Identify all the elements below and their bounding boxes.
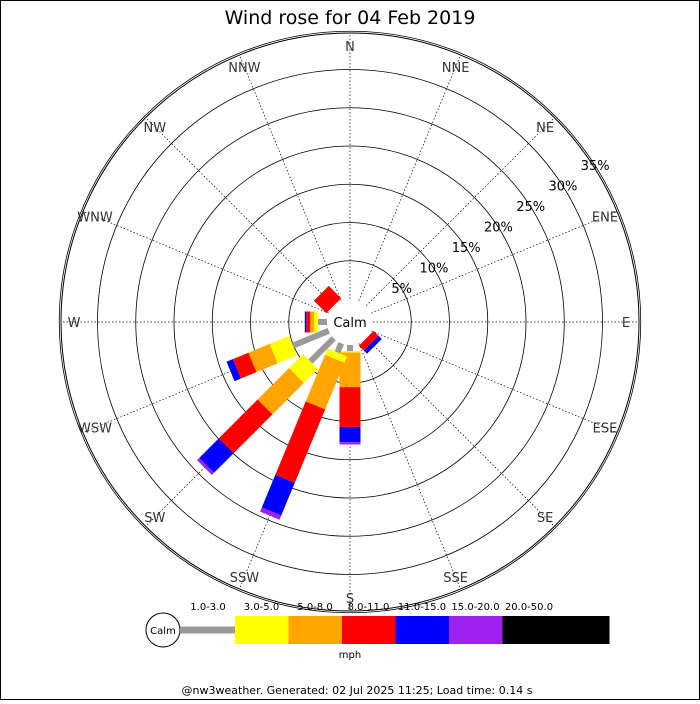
legend-swatch xyxy=(449,616,503,644)
direction-label-e: E xyxy=(622,316,630,331)
direction-label-se: SE xyxy=(537,511,553,526)
grid-circle xyxy=(58,30,642,614)
direction-label-ese: ESE xyxy=(593,422,618,437)
direction-label-nnw: NNW xyxy=(228,61,260,76)
legend-bin-label: 11.0-15.0 xyxy=(398,602,446,613)
bar-segment-se xyxy=(363,335,382,354)
direction-label-n: N xyxy=(345,40,355,55)
legend-bin-label: 8.0-11.0 xyxy=(348,602,390,613)
legend-bin-label: 5.0-8.0 xyxy=(297,602,332,613)
radial-tick-label: 35% xyxy=(581,159,610,174)
radial-tick-labels: 5% 10% 15%20%25% 30%35% xyxy=(391,159,609,297)
radial-tick-label: 25% xyxy=(516,200,545,215)
legend-bin-label: 1.0-3.0 xyxy=(190,602,225,613)
grid-circle xyxy=(97,69,603,575)
spoke-ene xyxy=(371,211,618,314)
bar-segment-se xyxy=(358,330,379,351)
bar-segment-sw xyxy=(288,354,318,384)
bar-segment-sw xyxy=(218,399,273,454)
bar-segment-nw xyxy=(313,285,342,314)
bar-segment-sw xyxy=(257,368,304,415)
bar-segment-wsw xyxy=(269,336,297,364)
legend-swatch xyxy=(556,616,610,644)
calm-center: Calm xyxy=(327,299,373,345)
direction-label-nw: NW xyxy=(144,121,167,136)
calm-circle xyxy=(327,299,373,345)
spoke-wnw xyxy=(82,211,329,314)
legend-unit-label: mph xyxy=(339,650,361,661)
direction-label-s: S xyxy=(346,592,354,607)
bar-segment-sw xyxy=(308,336,336,364)
spoke-sw xyxy=(145,338,334,527)
spoke-ne xyxy=(366,117,555,306)
direction-spokes xyxy=(61,33,639,611)
radial-tick-label: 15% xyxy=(452,241,481,256)
legend-swatch xyxy=(288,616,342,644)
calm-label: Calm xyxy=(333,316,366,331)
chart-title: Wind rose for 04 Feb 2019 xyxy=(225,7,476,29)
direction-label-sse: SSE xyxy=(443,571,468,586)
legend-bin-label: 20.0-50.0 xyxy=(505,602,553,613)
bar-segment-wsw xyxy=(226,359,241,382)
spoke-ese xyxy=(371,330,618,433)
radial-tick-label: 30% xyxy=(549,179,578,194)
direction-label-wnw: WNW xyxy=(77,210,113,225)
legend-swatch xyxy=(235,616,289,644)
bar-segment-wsw xyxy=(248,343,278,373)
legend-bin-label: 3.0-5.0 xyxy=(244,602,279,613)
direction-label-nne: NNE xyxy=(442,61,470,76)
polar-grid xyxy=(58,30,642,614)
spoke-ssw xyxy=(239,343,342,590)
wind-bars xyxy=(197,285,382,520)
direction-label-w: W xyxy=(68,316,81,331)
legend-bin-label: 15.0-20.0 xyxy=(451,602,499,613)
bar-segment-sw xyxy=(197,457,215,475)
direction-label-ene: ENE xyxy=(592,210,618,225)
bar-segment-sw xyxy=(199,438,234,473)
direction-label-sw: SW xyxy=(144,511,165,526)
bar-segment-wsw xyxy=(232,352,257,379)
grid-circle xyxy=(211,183,489,461)
footer-text: @nw3weather. Generated: 02 Jul 2025 11:2… xyxy=(182,684,533,697)
spoke-wsw xyxy=(82,330,329,433)
direction-label-ne: NE xyxy=(536,121,554,136)
spoke-sse xyxy=(358,343,461,590)
bar-segment-ssw xyxy=(261,474,295,516)
bar-segment-ssw xyxy=(275,401,326,483)
radial-tick-label: 5% xyxy=(391,282,412,297)
bar-segment-ssw xyxy=(260,507,282,520)
direction-label-ssw: SSW xyxy=(230,571,260,586)
bar-segment-ssw xyxy=(334,342,344,354)
grid-outer-circle xyxy=(60,32,640,612)
bar-segment-wsw xyxy=(291,328,330,349)
spoke-nnw xyxy=(239,54,342,301)
legend-swatch xyxy=(502,616,556,644)
bar-segment-ssw xyxy=(325,348,348,363)
radial-tick-label: 20% xyxy=(484,220,513,235)
speed-legend: Calm 1.0-3.0 3.0-5.0 5.0-8.0 8.0-11.0 11.0-15… xyxy=(145,602,610,661)
grid-circle xyxy=(173,145,527,499)
legend-calm-label: Calm xyxy=(150,626,176,637)
direction-labels: N NNE NE ENE E ESE SE SSE S SSW SW WSW W WNW NW NNW xyxy=(68,40,631,607)
bar-segment-ssw xyxy=(305,354,345,410)
legend-swatch xyxy=(342,616,396,644)
legend-swatch xyxy=(395,616,449,644)
direction-label-wsw: WSW xyxy=(78,422,112,437)
grid-circle xyxy=(135,107,565,537)
spoke-se xyxy=(366,338,555,527)
radial-tick-label: 10% xyxy=(419,262,448,277)
spoke-nw xyxy=(145,117,334,306)
spoke-nne xyxy=(358,54,461,301)
